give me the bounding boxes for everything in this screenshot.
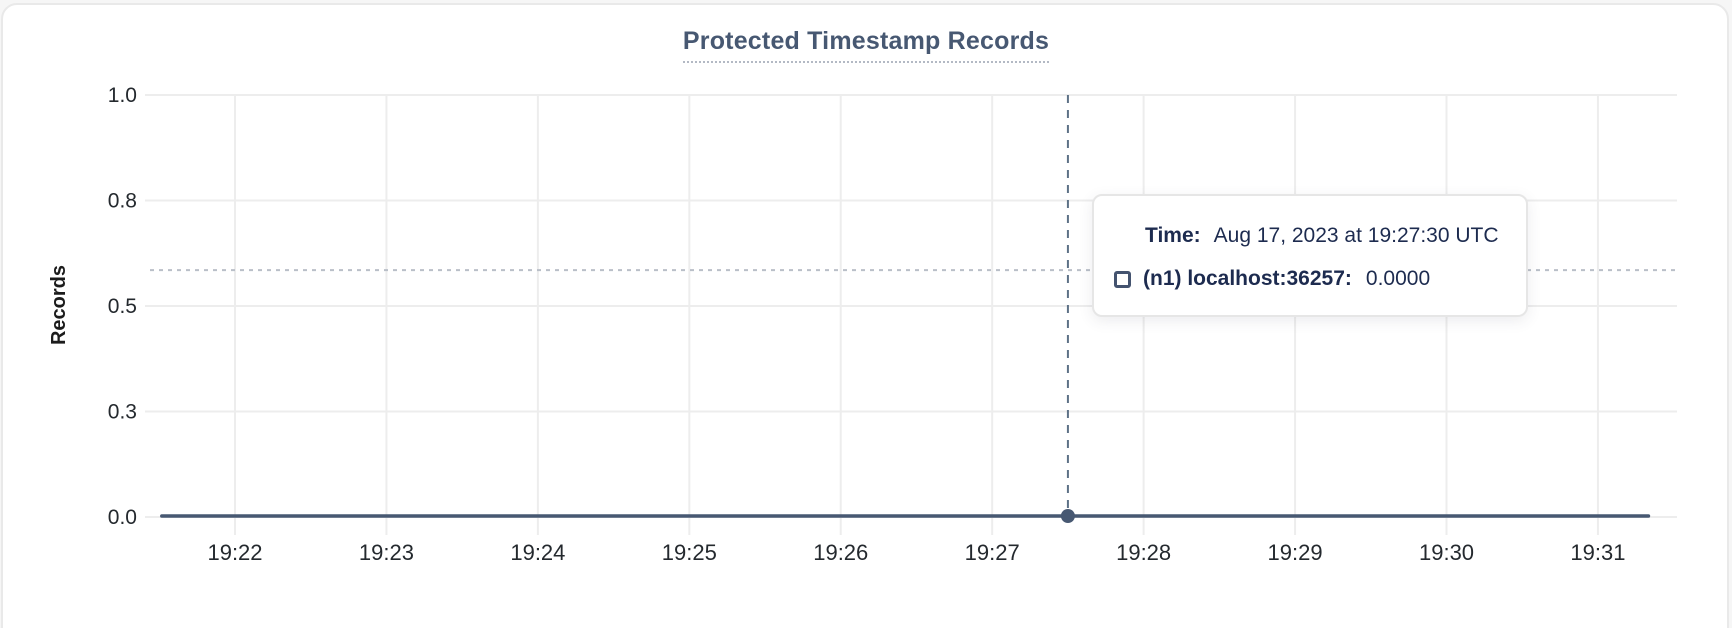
- x-tick-label: 19:24: [510, 540, 565, 565]
- series-swatch-square-icon: [1114, 270, 1131, 288]
- tooltip-time-value: Aug 17, 2023 at 19:27:30 UTC: [1213, 224, 1499, 247]
- x-tick-label: 19:26: [813, 540, 868, 565]
- tooltip-series-value: 0.0000: [1365, 267, 1431, 290]
- x-tick-label: 19:25: [662, 540, 717, 565]
- x-tick-label: 19:22: [207, 540, 262, 565]
- x-tick-label: 19:28: [1116, 540, 1171, 565]
- tooltip-series-row: (n1) localhost:36257: 0.0000: [1114, 265, 1506, 293]
- chart-title[interactable]: Protected Timestamp Records: [682, 27, 1050, 63]
- y-tick-label: 0.3: [108, 401, 137, 424]
- y-tick-label: 0.5: [108, 295, 137, 318]
- y-tick-label: 0.8: [108, 190, 137, 213]
- x-tick-label: 19:31: [1570, 540, 1625, 565]
- hover-tooltip: Time: Aug 17, 2023 at 19:27:30 UTC (n1) …: [1092, 194, 1528, 317]
- hover-point-dot: [1060, 509, 1075, 523]
- tooltip-time-row: Time: Aug 17, 2023 at 19:27:30 UTC: [1145, 222, 1506, 250]
- tooltip-series-label: (n1) localhost:36257:: [1143, 267, 1352, 290]
- x-tick-label: 19:30: [1419, 540, 1474, 565]
- tooltip-time-label: Time:: [1145, 224, 1201, 247]
- y-axis-title: Records: [48, 264, 70, 346]
- y-tick-label: 1.0: [108, 84, 137, 107]
- x-tick-label: 19:23: [359, 540, 414, 565]
- x-tick-label: 19:29: [1268, 540, 1323, 565]
- chart-title-container: Protected Timestamp Records: [0, 27, 1732, 63]
- x-tick-label: 19:27: [965, 540, 1020, 565]
- y-tick-label: 0.0: [108, 506, 137, 529]
